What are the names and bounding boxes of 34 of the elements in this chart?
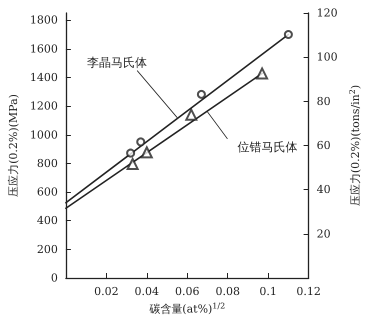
y-tick-label: 0 — [50, 272, 58, 284]
y-tick-label: 400 — [36, 214, 58, 228]
point — [126, 158, 139, 170]
y-tick-label: 200 — [36, 242, 58, 256]
x-tick-label: 0.06 — [175, 285, 200, 298]
point — [284, 30, 293, 39]
y2-tick-label: 40 — [316, 183, 331, 196]
y-tick-label: 600 — [36, 186, 58, 199]
y-tick-label: 1800 — [30, 14, 58, 27]
x-tick-label: 0.08 — [215, 285, 240, 298]
y2-tick-label: 20 — [316, 227, 331, 240]
y-tick-label: 1000 — [30, 128, 58, 142]
y2-tick-label: 60 — [316, 139, 331, 152]
y2-axis-title: 压应力(0.2%)(tons/in2) — [348, 84, 362, 206]
x-tick-label: 0.02 — [94, 285, 119, 298]
x-tick-label: 0.12 — [296, 285, 321, 298]
y-tick-label: 1600 — [30, 42, 58, 56]
y-tick-label: 1400 — [30, 70, 58, 84]
point — [256, 67, 268, 80]
y-tick-label: 1200 — [30, 100, 58, 113]
x-tick-label: 0.04 — [134, 285, 160, 298]
y-tick-label: 800 — [36, 156, 58, 170]
y-axis-title: 压应力(0.2%)(MPa) — [7, 94, 20, 197]
y2-tick-label: 100 — [316, 50, 338, 64]
x-tick-label: 0.1 — [259, 285, 277, 298]
point — [126, 148, 136, 158]
point — [136, 137, 146, 146]
y2-tick-label: 80 — [316, 94, 331, 108]
annotation: 李晶马氏体 — [87, 56, 148, 70]
y2-tick-label: 120 — [316, 6, 338, 20]
point — [196, 90, 206, 99]
point — [185, 108, 198, 121]
annotation: 位错马氏体 — [237, 140, 298, 154]
point — [140, 146, 153, 158]
